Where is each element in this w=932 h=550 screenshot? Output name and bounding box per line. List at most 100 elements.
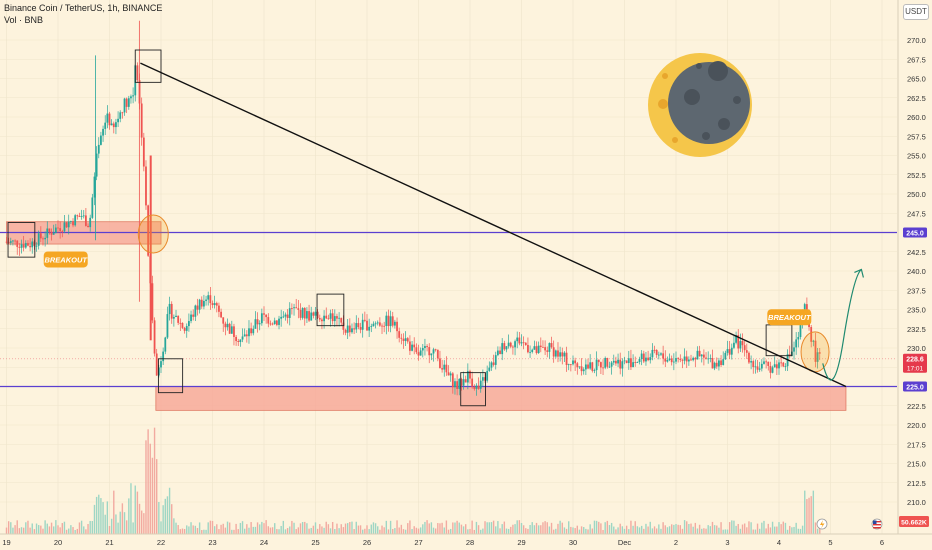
volume-bar bbox=[226, 521, 229, 534]
volume-bar bbox=[527, 528, 529, 534]
candle-body bbox=[651, 349, 654, 358]
candle-body bbox=[501, 343, 504, 355]
us-flag-icon[interactable] bbox=[871, 518, 883, 530]
candle-body bbox=[374, 323, 377, 325]
candle-body bbox=[340, 317, 343, 323]
volume-bar bbox=[228, 522, 231, 534]
volume-bar bbox=[385, 520, 388, 534]
candle-body bbox=[110, 123, 113, 126]
volume-bar bbox=[168, 487, 171, 534]
candle-body bbox=[185, 326, 188, 331]
volume-bar bbox=[329, 528, 332, 534]
volume-bar bbox=[218, 529, 220, 534]
volume-bar bbox=[216, 524, 218, 534]
volume-bar bbox=[166, 496, 169, 534]
candle-body bbox=[383, 325, 386, 327]
y-tick-label: 215.0 bbox=[907, 460, 926, 469]
candle-body bbox=[720, 360, 722, 365]
candle-body bbox=[211, 303, 214, 306]
volume-bar bbox=[44, 520, 46, 534]
candle-body bbox=[700, 354, 703, 357]
candle-body bbox=[522, 342, 525, 344]
volume-bar bbox=[158, 502, 160, 534]
volume-bar bbox=[95, 496, 98, 534]
volume-bar bbox=[434, 528, 437, 534]
candle-body bbox=[215, 303, 218, 306]
volume-bar bbox=[248, 527, 250, 534]
volume-bar bbox=[529, 525, 531, 534]
candle-body bbox=[220, 311, 222, 318]
candle-body bbox=[123, 98, 126, 113]
volume-bar bbox=[402, 529, 405, 534]
candle-body bbox=[426, 346, 428, 348]
candle-body bbox=[125, 98, 128, 107]
time-axis[interactable]: 19 20 21 22 23 24 25 26 27 28 29 30 Dec 2 3 4 5 6 bbox=[2, 538, 884, 547]
candle-body bbox=[245, 334, 248, 337]
x-tick-label: 25 bbox=[311, 538, 319, 547]
candle-body bbox=[286, 314, 289, 318]
volume-bar bbox=[72, 527, 74, 534]
volume-bar bbox=[231, 529, 233, 534]
candle-body bbox=[499, 350, 501, 355]
y-tick-label: 232.5 bbox=[907, 325, 926, 334]
candle-body bbox=[685, 356, 688, 362]
lightning-icon[interactable] bbox=[816, 518, 828, 530]
breakout-label: BREAKOUT bbox=[44, 255, 88, 264]
volume-bar bbox=[593, 520, 596, 534]
volume-bar bbox=[20, 527, 23, 534]
price-zone bbox=[155, 386, 847, 411]
candle-body bbox=[290, 308, 293, 309]
candle-body bbox=[702, 354, 705, 358]
candle-body bbox=[18, 246, 21, 248]
candle-body bbox=[145, 166, 147, 206]
candle-body bbox=[233, 326, 235, 337]
volume-bar bbox=[735, 525, 737, 534]
currency-button[interactable]: USDT bbox=[903, 4, 929, 20]
candle-body bbox=[102, 128, 104, 136]
candle-body bbox=[132, 95, 135, 97]
volume-bar bbox=[398, 527, 400, 534]
volume-bar bbox=[40, 525, 42, 534]
candle-body bbox=[299, 309, 302, 318]
candle-body bbox=[477, 385, 480, 389]
volume-bar bbox=[68, 528, 70, 534]
volume-bar bbox=[125, 520, 128, 534]
volume-bar bbox=[422, 524, 424, 534]
volume-bar bbox=[274, 523, 276, 534]
volume-bar bbox=[299, 523, 302, 534]
candle-body bbox=[363, 319, 366, 321]
volume-bar bbox=[490, 522, 493, 534]
volume-bar bbox=[188, 526, 190, 534]
volume-bar bbox=[550, 522, 553, 534]
volume-bar bbox=[651, 528, 654, 534]
volume-bar bbox=[587, 529, 589, 534]
candle-body bbox=[278, 318, 280, 325]
volume-bar bbox=[323, 527, 325, 534]
volume-bar bbox=[173, 518, 175, 534]
volume-bar bbox=[756, 523, 759, 534]
candle-body bbox=[69, 221, 72, 222]
volume-bar bbox=[653, 526, 656, 534]
candle-body bbox=[9, 241, 12, 243]
candle-body bbox=[466, 371, 469, 383]
volume-bar bbox=[570, 526, 572, 534]
volume-bar bbox=[162, 505, 164, 534]
candle-body bbox=[567, 364, 570, 366]
horizontal-lines bbox=[0, 231, 897, 388]
volume-bar bbox=[374, 523, 377, 534]
volume-bar bbox=[413, 526, 415, 534]
candle-body bbox=[348, 325, 351, 333]
volume-bar bbox=[632, 525, 634, 534]
candle-body bbox=[606, 358, 609, 367]
volume-bar bbox=[557, 523, 559, 534]
candle-body bbox=[153, 320, 156, 354]
price-axis-background bbox=[898, 0, 932, 534]
candle-body bbox=[552, 347, 555, 357]
volume-bar bbox=[688, 524, 690, 534]
candle-body bbox=[235, 336, 238, 342]
candle-body bbox=[539, 345, 542, 347]
trendline[interactable] bbox=[140, 62, 847, 388]
volume-bar bbox=[211, 520, 214, 534]
volume-bar bbox=[123, 512, 126, 534]
